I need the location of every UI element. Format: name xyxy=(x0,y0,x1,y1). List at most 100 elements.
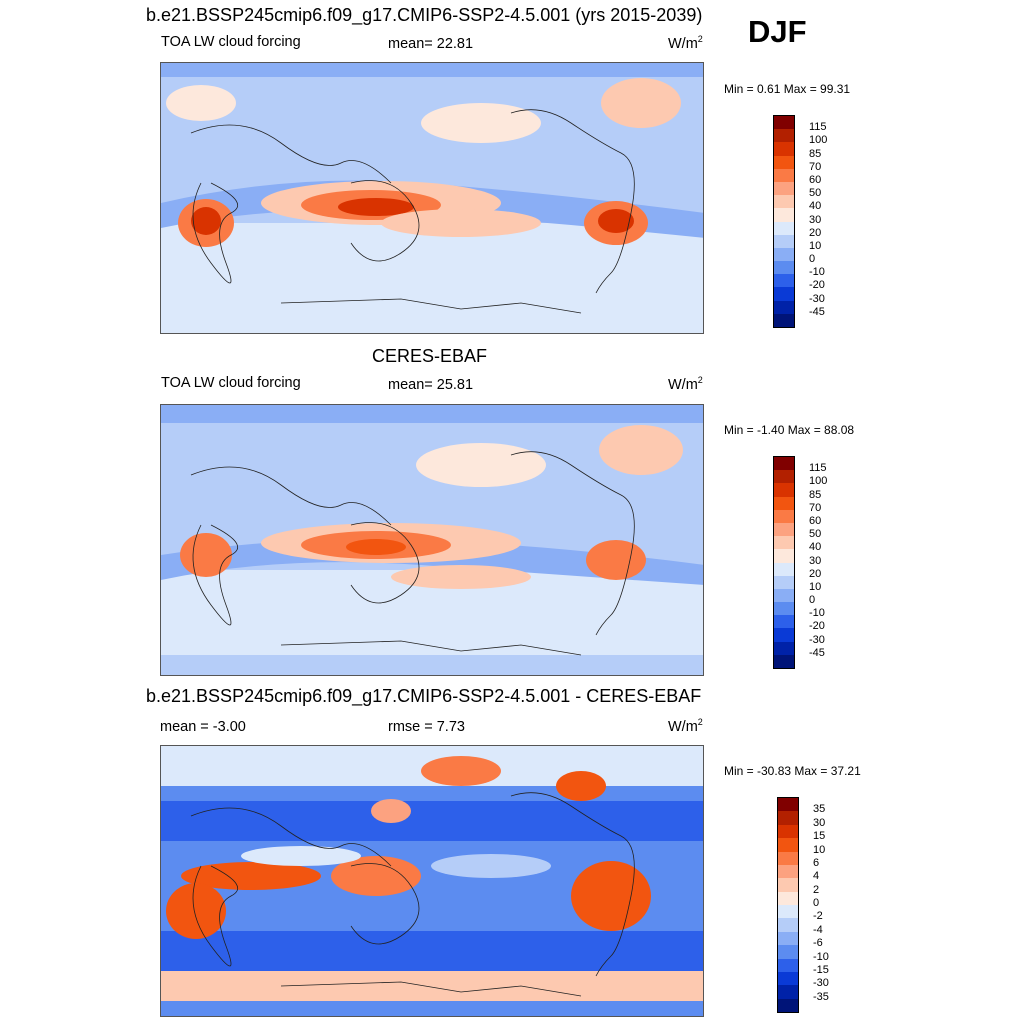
colorbar-tick-label: 30 xyxy=(809,554,822,567)
panel-3-map-field xyxy=(161,746,703,1016)
colorbar-swatch xyxy=(774,575,794,589)
panel-1-map xyxy=(160,62,704,334)
colorbar-swatch xyxy=(774,641,794,655)
colorbar-tick-label: 2 xyxy=(813,883,820,896)
panel-1-title: b.e21.BSSP245cmip6.f09_g17.CMIP6-SSP2-4.… xyxy=(146,5,703,25)
colorbar-tick-label: -2 xyxy=(813,910,823,923)
colorbar-tick-label: -6 xyxy=(813,937,823,950)
colorbar-swatch xyxy=(774,116,794,130)
colorbar-swatch xyxy=(778,985,798,999)
colorbar-swatch xyxy=(774,457,794,471)
colorbar-swatch xyxy=(774,234,794,248)
colorbar-tick-label: 10 xyxy=(809,580,822,593)
colorbar-tick-label: 40 xyxy=(809,541,822,554)
colorbar-tick-label: -30 xyxy=(813,977,829,990)
colorbar-swatch xyxy=(774,168,794,182)
colorbar-swatch xyxy=(774,208,794,222)
colorbar-tick-label: 20 xyxy=(809,567,822,580)
colorbar-swatch xyxy=(774,261,794,275)
colorbar-tick-label: -15 xyxy=(813,963,829,976)
colorbar-tick-label: -10 xyxy=(809,266,825,279)
panel-2-colorbar xyxy=(773,456,795,669)
colorbar-swatch xyxy=(774,300,794,314)
colorbar-tick-label: 60 xyxy=(809,514,822,527)
colorbar-swatch xyxy=(778,824,798,839)
colorbar-tick-label: 60 xyxy=(809,173,822,186)
panel-3-title: b.e21.BSSP245cmip6.f09_g17.CMIP6-SSP2-4.… xyxy=(146,686,702,706)
colorbar-tick-label: 115 xyxy=(809,121,827,134)
colorbar-tick-label: 85 xyxy=(809,147,822,160)
colorbar-swatch xyxy=(774,549,794,563)
colorbar-swatch xyxy=(774,615,794,629)
colorbar-swatch xyxy=(778,891,798,905)
colorbar-swatch xyxy=(774,195,794,209)
colorbar-swatch xyxy=(774,483,794,497)
colorbar-tick-label: -10 xyxy=(813,950,829,963)
colorbar-tick-label: 35 xyxy=(813,803,826,816)
panel-3-minmax: Min = -30.83 Max = 37.21 xyxy=(724,764,861,778)
colorbar-swatch xyxy=(778,851,798,865)
colorbar-swatch xyxy=(774,142,794,156)
panel-2-map xyxy=(160,404,704,676)
colorbar-tick-label: -35 xyxy=(813,990,829,1003)
colorbar-swatch xyxy=(774,181,794,196)
colorbar-swatch xyxy=(778,918,798,932)
panel-3-rmse-label: rmse = 7.73 xyxy=(388,719,465,735)
colorbar-tick-label: -45 xyxy=(809,305,825,318)
panel-1-units: W/m2 xyxy=(668,34,703,52)
panel-2-title: CERES-EBAF xyxy=(372,346,488,366)
panel-3-colorbar xyxy=(777,797,799,1013)
panel-3-map xyxy=(160,745,704,1017)
colorbar-swatch xyxy=(778,945,798,959)
colorbar-swatch xyxy=(774,247,794,262)
colorbar-tick-label: -20 xyxy=(809,279,825,292)
panel-2-variable-label: TOA LW cloud forcing xyxy=(161,375,301,391)
colorbar-tick-label: 70 xyxy=(809,160,822,173)
panel-2-minmax: Min = -1.40 Max = 88.08 xyxy=(724,423,855,437)
panel-2-map-field xyxy=(161,405,703,675)
colorbar-swatch xyxy=(774,588,794,603)
panel-2-units: W/m2 xyxy=(668,375,703,393)
colorbar-swatch xyxy=(774,287,794,301)
panel-3-units: W/m2 xyxy=(668,717,703,735)
colorbar-swatch xyxy=(774,654,794,668)
panel-1-minmax: Min = 0.61 Max = 99.31 xyxy=(724,82,851,96)
colorbar-tick-label: 15 xyxy=(813,830,826,843)
colorbar-swatch xyxy=(774,602,794,616)
colorbar-swatch xyxy=(778,905,798,919)
colorbar-tick-label: -4 xyxy=(813,923,823,936)
panel-1-map-field xyxy=(161,63,703,333)
colorbar-swatch xyxy=(778,931,798,946)
colorbar-swatch xyxy=(778,998,798,1012)
colorbar-tick-label: 0 xyxy=(813,897,820,909)
panel-1-mean-label: mean= 22.81 xyxy=(388,36,474,52)
colorbar-tick-label: 20 xyxy=(809,226,822,239)
colorbar-tick-label: 100 xyxy=(809,134,828,147)
colorbar-tick-label: 50 xyxy=(809,528,822,541)
colorbar-swatch xyxy=(774,221,794,235)
colorbar-tick-label: 0 xyxy=(809,594,816,607)
colorbar-tick-label: 0 xyxy=(809,253,816,266)
colorbar-tick-label: 30 xyxy=(809,213,822,226)
colorbar-swatch xyxy=(778,838,798,852)
colorbar-swatch xyxy=(774,155,794,169)
colorbar-swatch xyxy=(774,522,794,537)
colorbar-swatch xyxy=(774,313,794,327)
colorbar-swatch xyxy=(778,958,798,972)
colorbar-swatch xyxy=(778,811,798,825)
colorbar-swatch xyxy=(774,274,794,288)
colorbar-tick-label: -30 xyxy=(809,633,825,646)
season-label: DJF xyxy=(748,14,807,49)
colorbar-swatch xyxy=(774,628,794,642)
colorbar-tick-label: 50 xyxy=(809,187,822,200)
colorbar-tick-label: 85 xyxy=(809,488,822,501)
colorbar-tick-label: 4 xyxy=(813,870,820,883)
colorbar-swatch xyxy=(778,878,798,892)
colorbar-swatch xyxy=(778,971,798,986)
panel-3-mean-label: mean = -3.00 xyxy=(160,719,246,735)
colorbar-tick-label: 30 xyxy=(813,816,826,829)
colorbar-swatch xyxy=(774,129,794,143)
colorbar-tick-label: 6 xyxy=(813,856,820,869)
panel-1-variable-label: TOA LW cloud forcing xyxy=(161,34,301,50)
panel-2-mean-label: mean= 25.81 xyxy=(388,377,474,393)
